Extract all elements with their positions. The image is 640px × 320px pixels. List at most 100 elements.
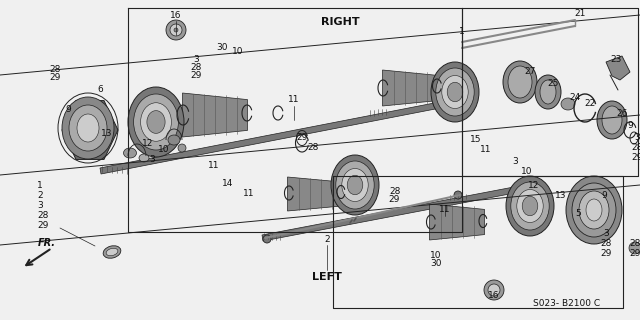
Text: 11: 11 [439,205,451,214]
Ellipse shape [331,155,379,215]
Circle shape [166,20,186,40]
Text: 28: 28 [631,143,640,153]
Text: 1: 1 [459,28,465,36]
Ellipse shape [134,94,179,150]
Text: 6: 6 [97,85,103,94]
Text: 28: 28 [307,143,319,153]
Text: 10: 10 [430,251,442,260]
Ellipse shape [522,196,538,216]
Text: 2: 2 [37,191,43,201]
Ellipse shape [540,80,556,104]
Ellipse shape [139,154,149,162]
Ellipse shape [106,248,118,256]
Ellipse shape [62,97,114,159]
Text: 28: 28 [190,63,202,73]
Ellipse shape [535,75,561,109]
Ellipse shape [178,144,186,152]
Text: RIGHT: RIGHT [321,17,359,27]
Text: 9: 9 [627,122,633,131]
Text: 16: 16 [170,11,182,20]
Ellipse shape [128,87,184,157]
Text: 3: 3 [512,157,518,166]
Text: 11: 11 [288,95,300,105]
Text: 25: 25 [547,79,559,89]
Ellipse shape [602,106,622,134]
Text: 5: 5 [575,210,581,219]
Ellipse shape [508,66,532,98]
Text: 29: 29 [631,154,640,163]
Circle shape [174,28,178,32]
Ellipse shape [336,161,374,209]
Text: 13: 13 [101,129,113,138]
Ellipse shape [442,76,468,108]
Text: 26: 26 [616,109,628,118]
Ellipse shape [168,135,180,145]
Polygon shape [262,182,541,241]
Text: 30: 30 [216,43,228,52]
Ellipse shape [506,176,554,236]
Ellipse shape [342,169,368,202]
Text: 28: 28 [49,66,61,75]
Text: 12: 12 [528,181,540,190]
Text: 28: 28 [37,212,49,220]
Ellipse shape [147,111,165,133]
Ellipse shape [124,148,136,158]
Polygon shape [182,93,248,137]
Polygon shape [287,177,342,211]
Text: 1: 1 [37,181,43,190]
Ellipse shape [511,182,549,230]
Text: 11: 11 [208,161,220,170]
Text: 28: 28 [389,188,401,196]
Polygon shape [383,70,438,106]
Text: 9: 9 [601,191,607,201]
Text: 28: 28 [629,239,640,249]
Ellipse shape [579,191,609,229]
Text: 29: 29 [49,74,61,83]
Text: 29: 29 [37,221,49,230]
Polygon shape [606,56,630,80]
Text: 11: 11 [243,188,255,197]
Ellipse shape [503,61,537,103]
Ellipse shape [572,183,616,237]
Text: 3: 3 [37,202,43,211]
Ellipse shape [79,116,101,144]
Text: 30: 30 [430,260,442,268]
Text: 3: 3 [149,156,155,164]
Polygon shape [62,100,118,159]
Text: 3: 3 [603,229,609,238]
Text: 10: 10 [232,47,244,57]
Text: 12: 12 [142,140,154,148]
Ellipse shape [141,103,172,141]
Ellipse shape [347,175,363,195]
Ellipse shape [77,114,99,142]
Text: 21: 21 [574,10,586,19]
Text: 23: 23 [611,55,621,65]
Circle shape [629,242,640,254]
Ellipse shape [431,62,479,122]
Ellipse shape [436,68,474,116]
Text: 13: 13 [556,191,567,201]
Text: 28: 28 [600,239,612,249]
Text: 3: 3 [634,133,640,142]
Circle shape [484,280,504,300]
Text: 3: 3 [193,55,199,65]
Text: S023- B2100 C: S023- B2100 C [533,300,600,308]
Polygon shape [429,204,484,240]
Text: 14: 14 [222,180,234,188]
Text: 27: 27 [524,68,536,76]
Ellipse shape [586,199,602,221]
Text: 15: 15 [470,134,482,143]
Ellipse shape [597,101,627,139]
Text: 10: 10 [521,167,532,177]
Text: 29: 29 [190,71,202,81]
Text: 29: 29 [600,250,612,259]
Text: FR.: FR. [38,238,56,248]
Circle shape [170,24,182,36]
Polygon shape [100,98,461,174]
Ellipse shape [103,246,121,258]
Text: 2: 2 [324,235,330,244]
Text: LEFT: LEFT [312,272,342,282]
Ellipse shape [561,98,575,110]
Text: 11: 11 [480,146,492,155]
Text: 16: 16 [488,292,500,300]
